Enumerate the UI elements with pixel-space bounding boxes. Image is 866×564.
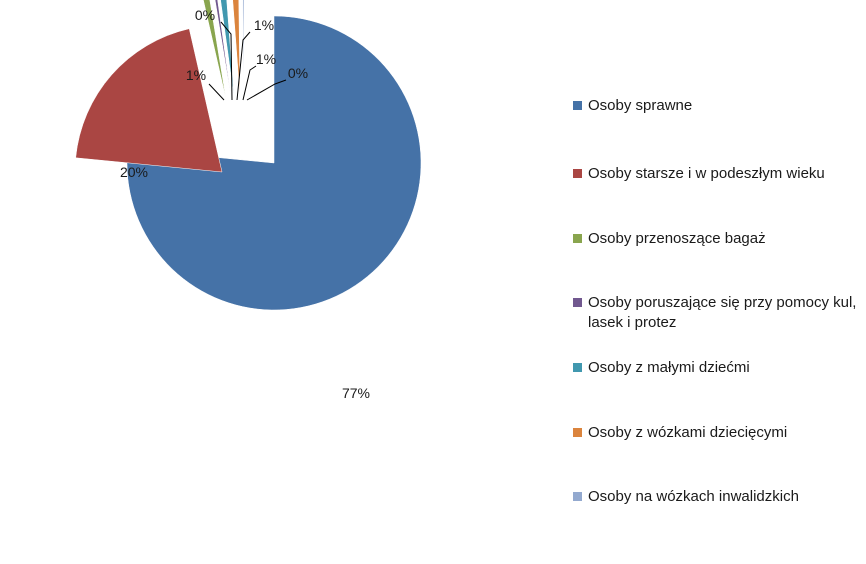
leader-line bbox=[246, 79, 287, 101]
legend-item-osoby-na-wozkach: Osoby na wózkach inwalidzkich bbox=[573, 487, 863, 507]
data-label: 1% bbox=[256, 51, 276, 67]
legend-item-osoby-sprawne: Osoby sprawne bbox=[573, 96, 863, 116]
legend-label: Osoby starsze i w podeszłym wieku bbox=[588, 165, 825, 182]
pie-slice-osoby-starsze-i-w-podeszlym-wieku bbox=[75, 28, 223, 173]
legend-swatch bbox=[573, 101, 582, 110]
pie-slice-osoby-na-wozkach-inwalidzkich bbox=[242, 0, 245, 98]
data-label: 1% bbox=[186, 67, 206, 83]
legend-swatch bbox=[573, 492, 582, 501]
pie-slice-osoby-sprawne bbox=[126, 15, 422, 311]
pie-slice-osoby-z-malymi-dziecmi bbox=[220, 0, 235, 98]
legend-label: Osoby poruszające się przy pomocy kul, l… bbox=[588, 294, 857, 331]
legend-item-osoby-z-wozkami: Osoby z wózkami dziecięcymi bbox=[573, 423, 863, 443]
legend-swatch bbox=[573, 298, 582, 307]
data-labels: 77% 20% 1% 0% 1% 1% 0% bbox=[120, 7, 370, 401]
legend-swatch bbox=[573, 428, 582, 437]
legend-label: Osoby z wózkami dziecięcymi bbox=[588, 424, 788, 441]
legend-swatch bbox=[573, 234, 582, 243]
legend-label: Osoby sprawne bbox=[588, 97, 693, 114]
legend-label: Osoby z małymi dziećmi bbox=[588, 359, 750, 376]
leader-line bbox=[220, 21, 233, 101]
data-label: 1% bbox=[254, 17, 274, 33]
data-label: 0% bbox=[195, 7, 215, 23]
leader-line bbox=[236, 31, 251, 101]
legend-label: Osoby przenoszące bagaż bbox=[588, 230, 766, 247]
legend-swatch bbox=[573, 363, 582, 372]
pie-slice-osoby-poruszajace-sie-przy-pomocy-kul-lasek-i-protez bbox=[214, 0, 232, 98]
legend-label: Osoby na wózkach inwalidzkich bbox=[588, 488, 799, 505]
data-label: 0% bbox=[288, 65, 308, 81]
leader-lines bbox=[208, 21, 287, 101]
data-label: 20% bbox=[120, 164, 148, 180]
legend-item-osoby-z-kulami: Osoby poruszające się przy pomocy kul, l… bbox=[573, 293, 863, 333]
legend-item-osoby-starsze: Osoby starsze i w podeszłym wieku bbox=[573, 164, 863, 184]
pie-slice-osoby-z-wozkami-dzieciecymi bbox=[232, 0, 241, 98]
data-label: 77% bbox=[342, 385, 370, 401]
pie-slices bbox=[75, 0, 422, 311]
legend-swatch bbox=[573, 169, 582, 178]
legend-item-osoby-z-dziecmi: Osoby z małymi dziećmi bbox=[573, 358, 863, 378]
leader-line bbox=[242, 65, 257, 101]
legend-item-osoby-przenoszace-bagaz: Osoby przenoszące bagaż bbox=[573, 229, 863, 249]
leader-line bbox=[208, 83, 225, 101]
